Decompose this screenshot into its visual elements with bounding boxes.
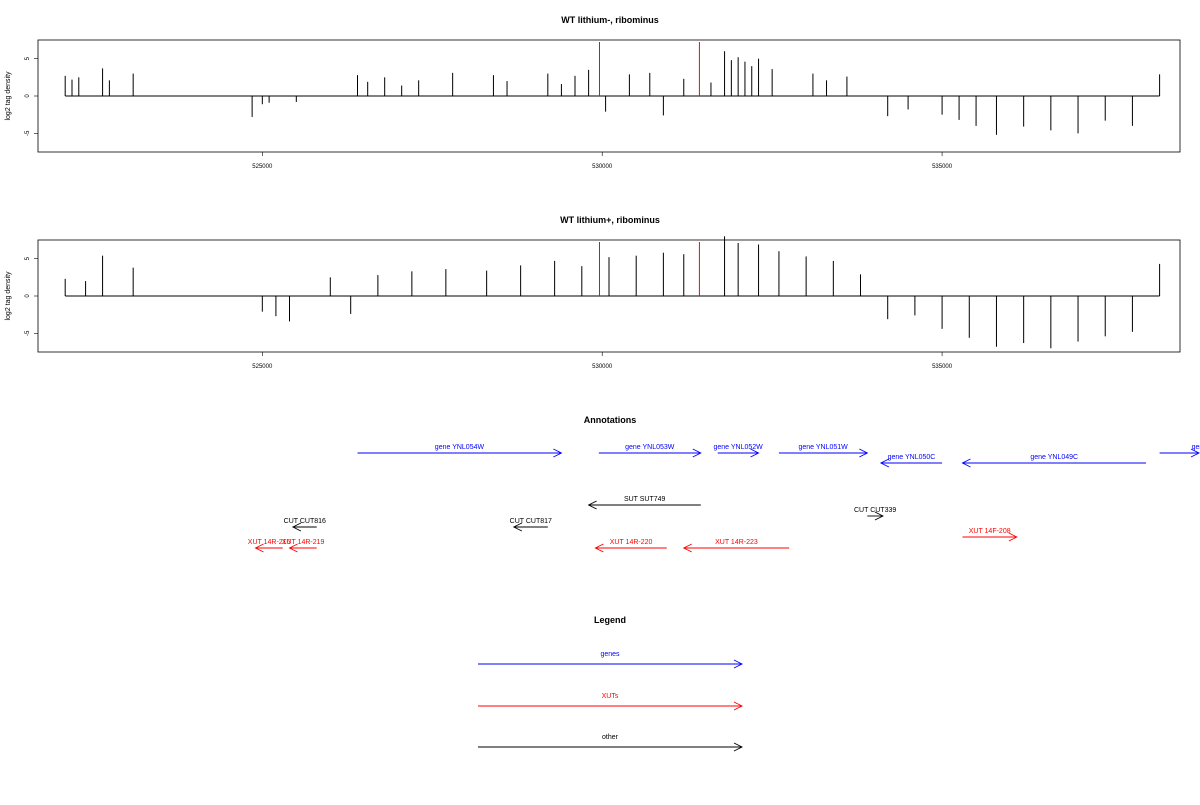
arrowhead (1190, 448, 1200, 458)
x-tick-label: 530000 (592, 164, 613, 170)
x-tick-label: 530000 (592, 364, 613, 370)
arrowhead (961, 458, 971, 468)
annotations-title: Annotations (584, 415, 637, 425)
legend-arrowhead (733, 742, 744, 752)
y-tick-label: 5 (25, 56, 31, 60)
y-tick-label: 0 (25, 294, 31, 298)
feature-label: SUT SUT749 (624, 496, 666, 503)
y-tick-label: 0 (25, 94, 31, 98)
arrowhead (750, 448, 760, 458)
arrowhead (254, 543, 264, 553)
feature-label: ger (1192, 444, 1200, 451)
arrowhead (594, 543, 604, 553)
y-axis-label: log2 tag density (5, 271, 12, 321)
feature-label: CUT CUT817 (510, 518, 552, 525)
legend-arrowhead (733, 701, 744, 711)
feature-label: XUT 14R-223 (715, 539, 758, 546)
x-tick-label: 525000 (252, 164, 273, 170)
legend-title: Legend (594, 615, 626, 625)
x-tick-label: 535000 (932, 164, 953, 170)
legend-item-label: XUTs (602, 693, 619, 700)
feature-label: gene YNL049C (1030, 454, 1078, 461)
feature-label: gene YNL050C (888, 454, 936, 461)
feature-label: XUT 14R-216 (248, 539, 291, 546)
feature-label: gene YNL051W (798, 444, 848, 451)
feature-label: CUT CUT816 (284, 518, 326, 525)
y-tick-label: 5 (25, 256, 31, 260)
legend-arrowhead (733, 659, 744, 669)
feature-label: XUT 14R-220 (610, 539, 653, 546)
y-axis-label: log2 tag density (5, 71, 12, 121)
feature-label: XUT 14F-208 (969, 528, 1011, 535)
y-tick-label: -5 (25, 330, 31, 336)
x-tick-label: 525000 (252, 364, 273, 370)
arrowhead (859, 448, 869, 458)
feature-label: gene YNL053W (625, 444, 675, 451)
legend-item-label: other (602, 734, 619, 741)
panel-title: WT lithium+, ribominus (560, 215, 660, 225)
feature-label: gene YNL054W (435, 444, 485, 451)
feature-label: gene YNL052W (714, 444, 764, 451)
arrowhead (682, 543, 692, 553)
panel-title: WT lithium-, ribominus (561, 15, 659, 25)
arrowhead (553, 448, 563, 458)
arrowhead (512, 522, 523, 532)
legend-item-label: genes (600, 651, 620, 658)
arrowhead (692, 448, 702, 458)
arrowhead (874, 511, 884, 521)
x-tick-label: 535000 (932, 364, 953, 370)
arrowhead (288, 543, 298, 553)
arrowhead (879, 458, 890, 468)
feature-label: CUT CUT339 (854, 507, 896, 514)
y-tick-label: -5 (25, 130, 31, 136)
arrowhead (587, 500, 597, 510)
arrowhead (1008, 532, 1018, 542)
arrowhead (291, 522, 302, 532)
feature-label: XUT 14R-219 (282, 539, 325, 546)
